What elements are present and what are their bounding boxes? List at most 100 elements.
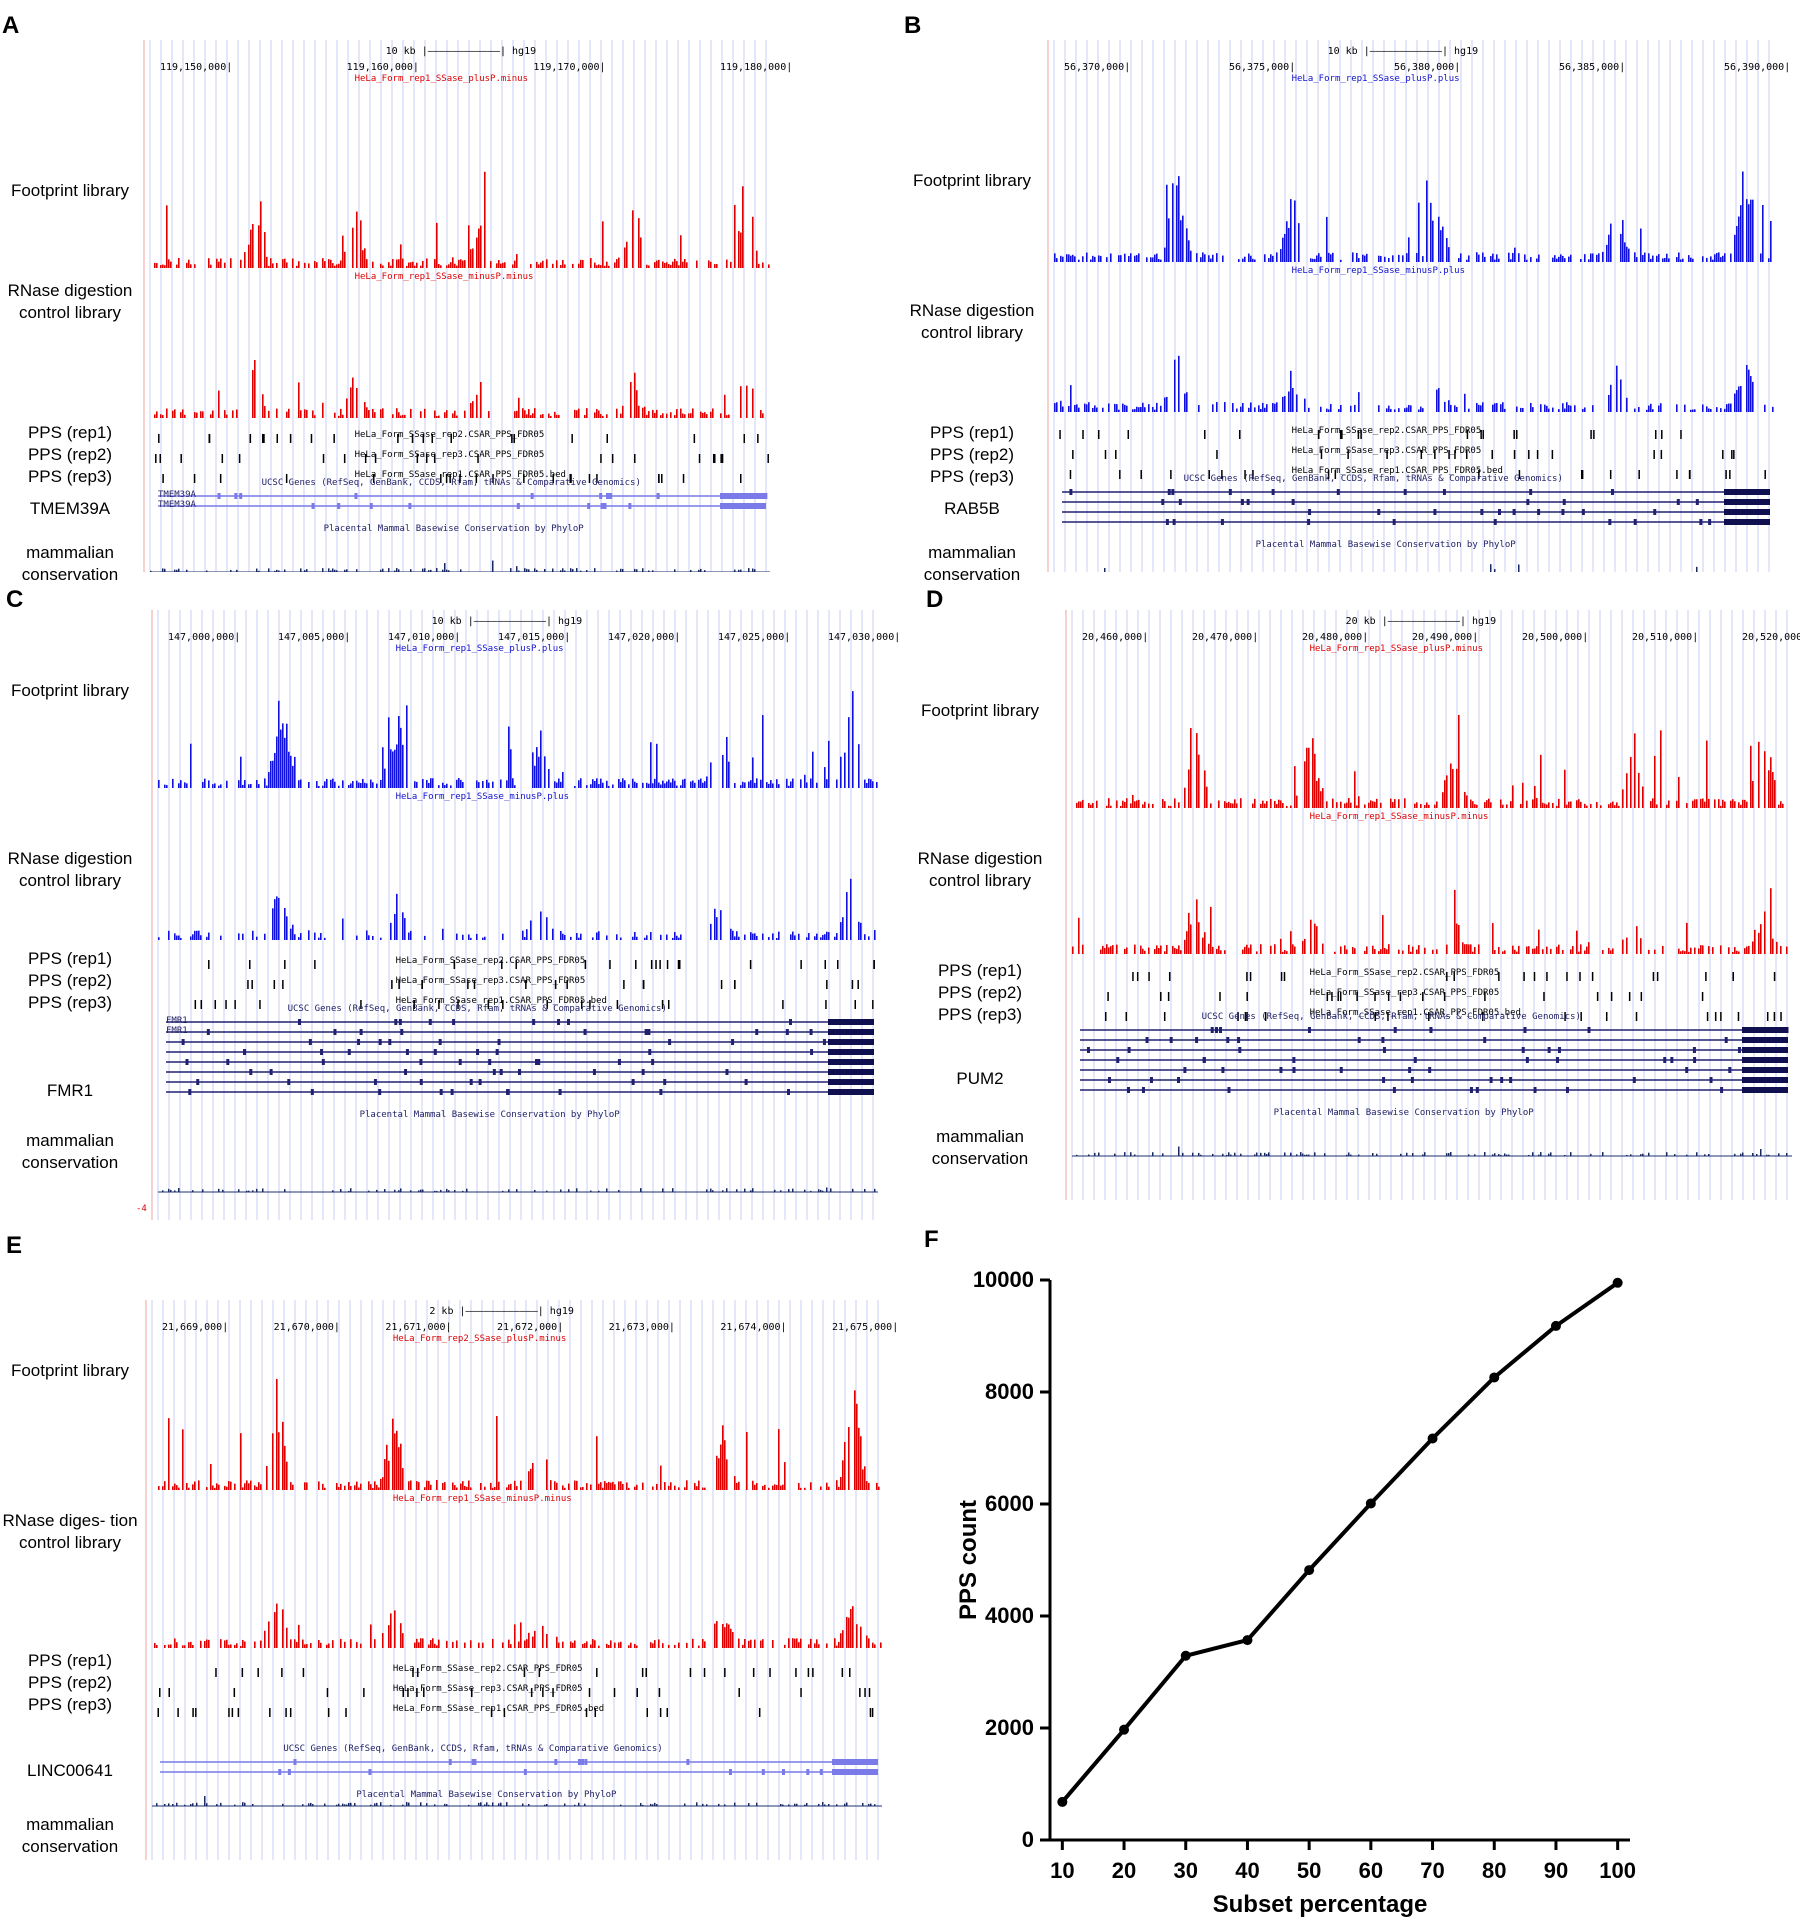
pps-rep2-label: PPS (rep2) (27, 445, 113, 464)
genome-browser-panel-d: Footprint library RNase digestion control… (900, 610, 1800, 1200)
pps-track-name-2: HeLa_Form_SSase_rep3.CSAR_PPS_FDR05 (392, 1684, 583, 1694)
conservation-track-name: Placental Mammal Basewise Conservation b… (1255, 540, 1516, 550)
x-tick-label: 80 (1482, 1858, 1506, 1883)
data-point (1242, 1635, 1253, 1646)
conservation-label: mammalian conservation (21, 1815, 119, 1856)
footprint-library-label: Footprint library (10, 1361, 130, 1380)
data-point (1612, 1277, 1623, 1288)
rnase-track-name: HeLa_Form_rep1_SSase_minusP.plus (1291, 266, 1465, 276)
gene-name-label: LINC00641 (26, 1761, 113, 1780)
footprint-library-label: Footprint library (920, 701, 1040, 720)
panel-letter-c: C (6, 586, 24, 613)
pps-rep3-track (1104, 1012, 1782, 1021)
gene-model-track (158, 493, 768, 509)
pps-rep1-track (158, 434, 759, 443)
pps-track-name-1: HeLa_Form_SSase_rep2.CSAR_PPS_FDR05 (392, 1664, 583, 1674)
pps-rep2-track (1107, 992, 1704, 1001)
coordinate-label: 147,030,000| (828, 632, 901, 643)
conservation-track-name: Placental Mammal Basewise Conservation b… (323, 524, 584, 534)
coordinate-label: 20,490,000| (1412, 632, 1479, 643)
coordinate-label: 20,480,000| (1302, 632, 1369, 643)
rnase-track-name: HeLa_Form_rep1_SSase_minusP.plus (395, 792, 569, 802)
pps-track-name-3: HeLa_Form_SSase_rep1.CSAR_PPS_FDR05.bed (1291, 466, 1503, 476)
coordinate-label: 21,672,000| (497, 1322, 564, 1333)
pps-rep2-track (247, 980, 859, 989)
coordinate-label: 119,170,000| (533, 62, 606, 73)
conservation-track-name: Placental Mammal Basewise Conservation b… (1273, 1108, 1534, 1118)
pps-rep3-label: PPS (rep3) (937, 1005, 1023, 1024)
scale-bar: 10 kb |————————————| hg19 (385, 46, 537, 57)
footprint-track-name: HeLa_Form_rep1_SSase_plusP.plus (395, 644, 564, 654)
pps-rep2-label: PPS (rep2) (27, 971, 113, 990)
coordinate-label: 147,000,000| (168, 632, 241, 643)
rnase-track-name: HeLa_Form_rep1_SSase_minusP.minus (1309, 812, 1489, 822)
coordinate-label: 147,015,000| (498, 632, 571, 643)
coordinate-label: 56,380,000| (1394, 62, 1461, 73)
footprint-track-name: HeLa_Form_rep1_SSase_plusP.minus (1309, 644, 1483, 654)
conservation-label: mammalian conservation (931, 1127, 1029, 1168)
genome-browser-panel-e: Footprint library RNase diges- tion contr… (0, 1300, 898, 1860)
pps-track-name-2: HeLa_Form_SSase_rep3.CSAR_PPS_FDR05 (1309, 988, 1500, 998)
conservation-min-label: -4 (136, 1204, 147, 1214)
footprint-library-label: Footprint library (10, 681, 130, 700)
pps-track-name-2: HeLa_Form_SSase_rep3.CSAR_PPS_FDR05 (354, 450, 545, 460)
footprint-signal-track (154, 171, 770, 268)
conservation-track (158, 1187, 878, 1193)
browser-tracks (145, 1300, 882, 1860)
footprint-track-name: HeLa_Form_rep2_SSase_plusP.minus (392, 1334, 567, 1344)
gene-model-track (160, 1759, 878, 1775)
coordinate-label: 147,025,000| (718, 632, 791, 643)
x-tick-label: 90 (1544, 1858, 1568, 1883)
data-point (1119, 1724, 1130, 1735)
panel-letter-e: E (6, 1232, 23, 1259)
rnase-track-name: HeLa_Form_rep1_SSase_minusP.minus (392, 1494, 572, 1504)
coordinate-label: 56,385,000| (1559, 62, 1626, 73)
pps-rep2-track (158, 1688, 871, 1697)
rnase-signal-track (1054, 355, 1774, 412)
coordinate-label: 21,674,000| (720, 1322, 787, 1333)
panel-letter-d: D (926, 586, 944, 613)
pps-track-name-3: HeLa_Form_SSase_rep1.CSAR_PPS_FDR05.bed (392, 1704, 605, 1714)
pps-rep3-track (162, 474, 742, 483)
pps-rep1-label: PPS (rep1) (27, 423, 113, 442)
data-point (1180, 1650, 1191, 1661)
browser-tracks (1047, 40, 1774, 572)
panel-letter-b: B (904, 12, 922, 39)
coordinate-label: 119,160,000| (346, 62, 419, 73)
scale-bar: 10 kb |————————————| hg19 (1327, 46, 1479, 57)
rnase-control-label: RNase digestion control library (909, 301, 1035, 342)
conservation-label: mammalian conservation (21, 543, 119, 584)
genes-track-name: UCSC Genes (RefSeq, GenBank, CCDS, Rfam,… (283, 1744, 663, 1754)
genes-track-name: UCSC Genes (RefSeq, GenBank, CCDS, Rfam,… (1183, 474, 1563, 484)
x-tick-label: 30 (1174, 1858, 1198, 1883)
pps-rep2-label: PPS (rep2) (929, 445, 1015, 464)
pps-rep2-label: PPS (rep2) (937, 983, 1023, 1002)
conservation-track (150, 560, 770, 572)
pps-track-name-1: HeLa_Form_SSase_rep2.CSAR_PPS_FDR05 (354, 430, 545, 440)
coordinate-label: 21,669,000| (162, 1322, 229, 1333)
browser-tracks (151, 610, 878, 1220)
pps-count-line-chart: 0 2000 4000 6000 8000 10000 10 20 30 40 50 60 70 80 90… (955, 1267, 1636, 1918)
data-point (1365, 1498, 1376, 1509)
pps-rep1-track (208, 960, 875, 969)
x-tick-label: 100 (1599, 1858, 1636, 1883)
x-tick-label: 20 (1112, 1858, 1136, 1883)
conservation-label: mammalian conservation (923, 543, 1021, 584)
x-tick-label: 70 (1420, 1858, 1444, 1883)
coordinate-label: 20,500,000| (1522, 632, 1589, 643)
pps-track-name-2: HeLa_Form_SSase_rep3.CSAR_PPS_FDR05 (395, 976, 586, 986)
coordinate-label: 56,370,000| (1064, 62, 1131, 73)
pps-rep3-track (157, 1708, 874, 1717)
footprint-signal-track (1076, 714, 1784, 808)
conservation-track (1104, 564, 1698, 572)
y-tick-label: 6000 (985, 1491, 1034, 1516)
gene-name-label: TMEM39A (29, 499, 111, 518)
footprint-signal-track (158, 691, 878, 788)
pps-rep1-track (1059, 430, 1682, 439)
rnase-track-name: HeLa_Form_rep1_SSase_minusP.minus (354, 272, 534, 282)
gene-model-track (1080, 1027, 1789, 1093)
pps-track-name-1: HeLa_Form_SSase_rep2.CSAR_PPS_FDR05 (1309, 968, 1500, 978)
gene-name-label: FMR1 (46, 1081, 94, 1100)
genome-browser-panel-c: Footprint library RNase digestion control… (0, 610, 900, 1220)
browser-tracks (143, 40, 770, 572)
